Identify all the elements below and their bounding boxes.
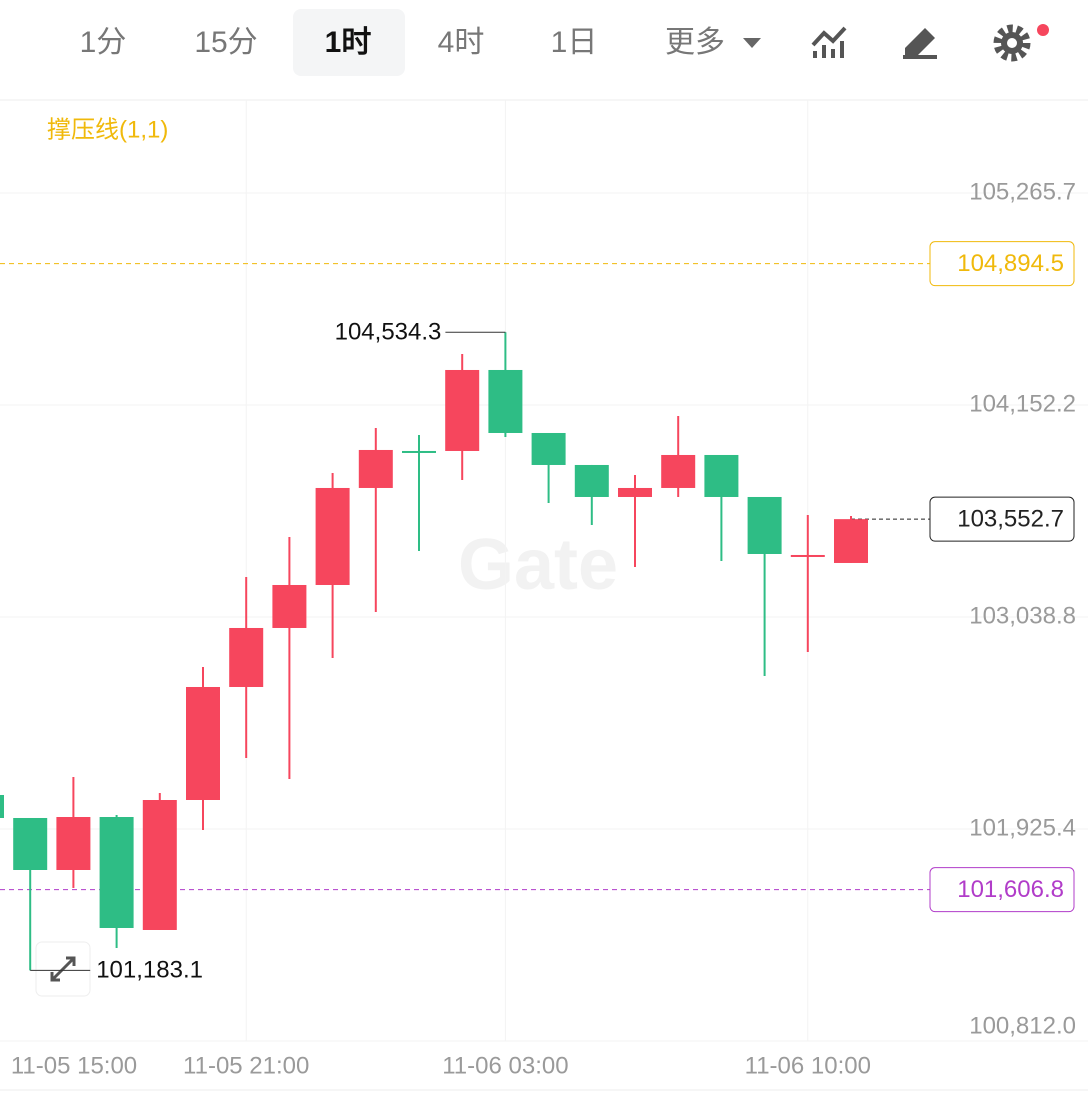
price-box	[929, 496, 1075, 542]
timeframe-tab[interactable]: 1分	[80, 26, 127, 59]
candle-body	[618, 487, 652, 497]
candle-body	[834, 519, 868, 563]
timeframe-tab[interactable]: 4时	[438, 26, 485, 59]
y-tick-label: 104,152.2	[969, 390, 1076, 417]
candle-body	[704, 454, 739, 497]
timeframe-tab[interactable]: 更多	[665, 26, 725, 59]
timeframe-tab[interactable]: 15分	[194, 26, 257, 59]
candle-body	[99, 817, 134, 928]
settings-icon[interactable]	[993, 24, 1049, 62]
annotation-label: 104,534.3	[335, 319, 442, 346]
candle-body	[574, 464, 609, 497]
candle-body	[142, 799, 177, 930]
price-box-label: 101,606.8	[957, 876, 1064, 903]
candle-body	[790, 554, 825, 557]
x-tick-label: 11-05 21:00	[183, 1052, 309, 1079]
legend: 撑压线(1,1)	[47, 116, 168, 143]
candle-body	[488, 369, 523, 433]
price-box	[929, 867, 1075, 913]
y-tick-label: 100,812.0	[969, 1012, 1076, 1039]
candle-body	[531, 432, 566, 465]
x-tick-label: 11-05 15:00	[11, 1052, 137, 1079]
candle-body	[13, 817, 48, 870]
indicator-icon[interactable]	[811, 26, 847, 58]
candle-body	[56, 817, 91, 870]
y-tick-label: 101,925.4	[969, 814, 1076, 841]
y-tick-label: 103,038.8	[969, 602, 1076, 629]
candle-body	[747, 496, 782, 554]
watermark: Gate	[458, 525, 618, 605]
active-tab-bg	[293, 9, 405, 76]
price-box-label: 103,552.7	[957, 505, 1064, 532]
price-box-label: 104,894.5	[957, 250, 1064, 277]
candle-body	[358, 449, 393, 488]
draw-icon[interactable]	[903, 28, 937, 59]
candle-body	[315, 487, 350, 585]
candle-body	[229, 627, 264, 687]
annotation-label: 101,183.1	[96, 957, 203, 984]
candle-body	[0, 794, 4, 818]
candle-body	[186, 686, 220, 800]
x-tick-label: 11-06 03:00	[442, 1052, 568, 1079]
timeframe-tab[interactable]: 1时	[325, 26, 372, 59]
dropdown-arrow[interactable]	[743, 38, 761, 48]
y-tick-label: 105,265.7	[969, 178, 1076, 205]
expand-button[interactable]	[35, 941, 91, 997]
candle-body	[661, 454, 696, 488]
timeframe-tab[interactable]: 1日	[551, 26, 598, 59]
candle-body	[402, 450, 436, 453]
price-box	[929, 241, 1075, 287]
x-tick-label: 11-06 10:00	[745, 1052, 871, 1079]
candle-body	[272, 584, 307, 628]
candle-body	[445, 369, 480, 451]
